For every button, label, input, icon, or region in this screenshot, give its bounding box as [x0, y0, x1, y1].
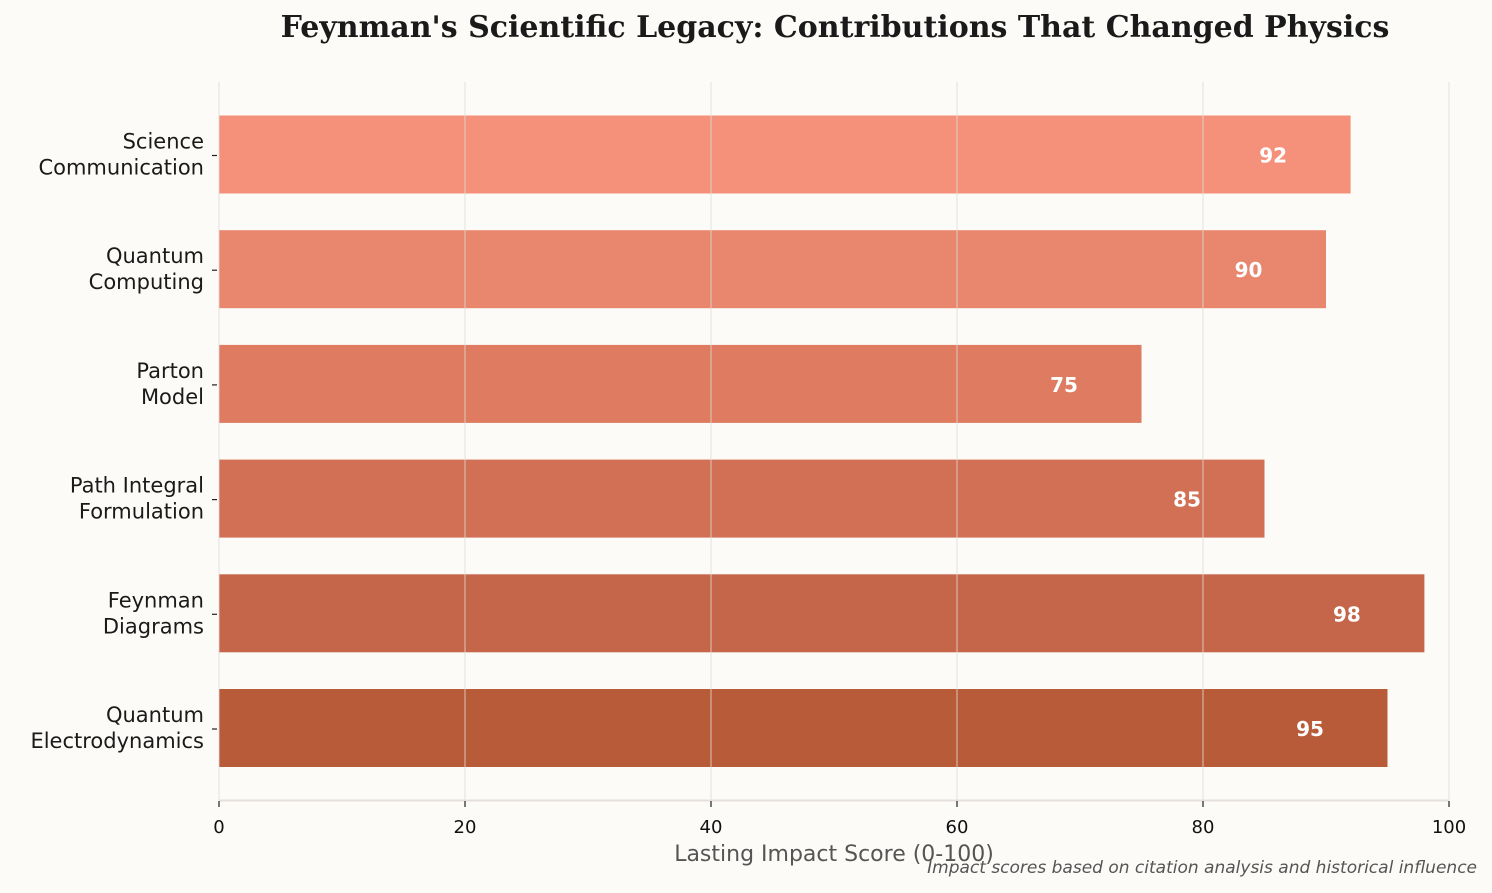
data-label: 75 [1050, 373, 1078, 397]
data-label: 92 [1259, 144, 1287, 168]
bar [219, 344, 1142, 423]
annotation-note: Impact scores based on citation analysis… [927, 858, 1477, 878]
x-tick-label: 60 [946, 817, 969, 838]
data-label: 95 [1296, 717, 1324, 741]
bar [219, 459, 1265, 538]
data-label: 90 [1235, 258, 1263, 282]
y-tick-label: Path Integral Formulation [70, 474, 204, 524]
x-tick-label: 20 [454, 817, 477, 838]
bar [219, 574, 1425, 653]
y-tick-label: Quantum Electrodynamics [30, 703, 204, 753]
x-tick-label: 100 [1432, 817, 1466, 838]
data-label: 98 [1333, 602, 1361, 626]
x-tick-label: 0 [213, 817, 224, 838]
bar [219, 115, 1351, 194]
y-tick-label: Science Communication [38, 130, 204, 180]
y-tick-label: Parton Model [136, 359, 204, 409]
x-axis-label: Lasting Impact Score (0-100) [674, 842, 994, 867]
data-label: 85 [1173, 488, 1201, 512]
chart-title: Feynman's Scientific Legacy: Contributio… [280, 10, 1390, 45]
bar [219, 689, 1388, 767]
x-tick-label: 40 [700, 817, 723, 838]
y-tick-label: Quantum Computing [89, 244, 204, 294]
y-tick-label: Feynman Diagrams [103, 588, 204, 638]
bar [219, 230, 1326, 309]
x-tick-label: 80 [1192, 817, 1215, 838]
